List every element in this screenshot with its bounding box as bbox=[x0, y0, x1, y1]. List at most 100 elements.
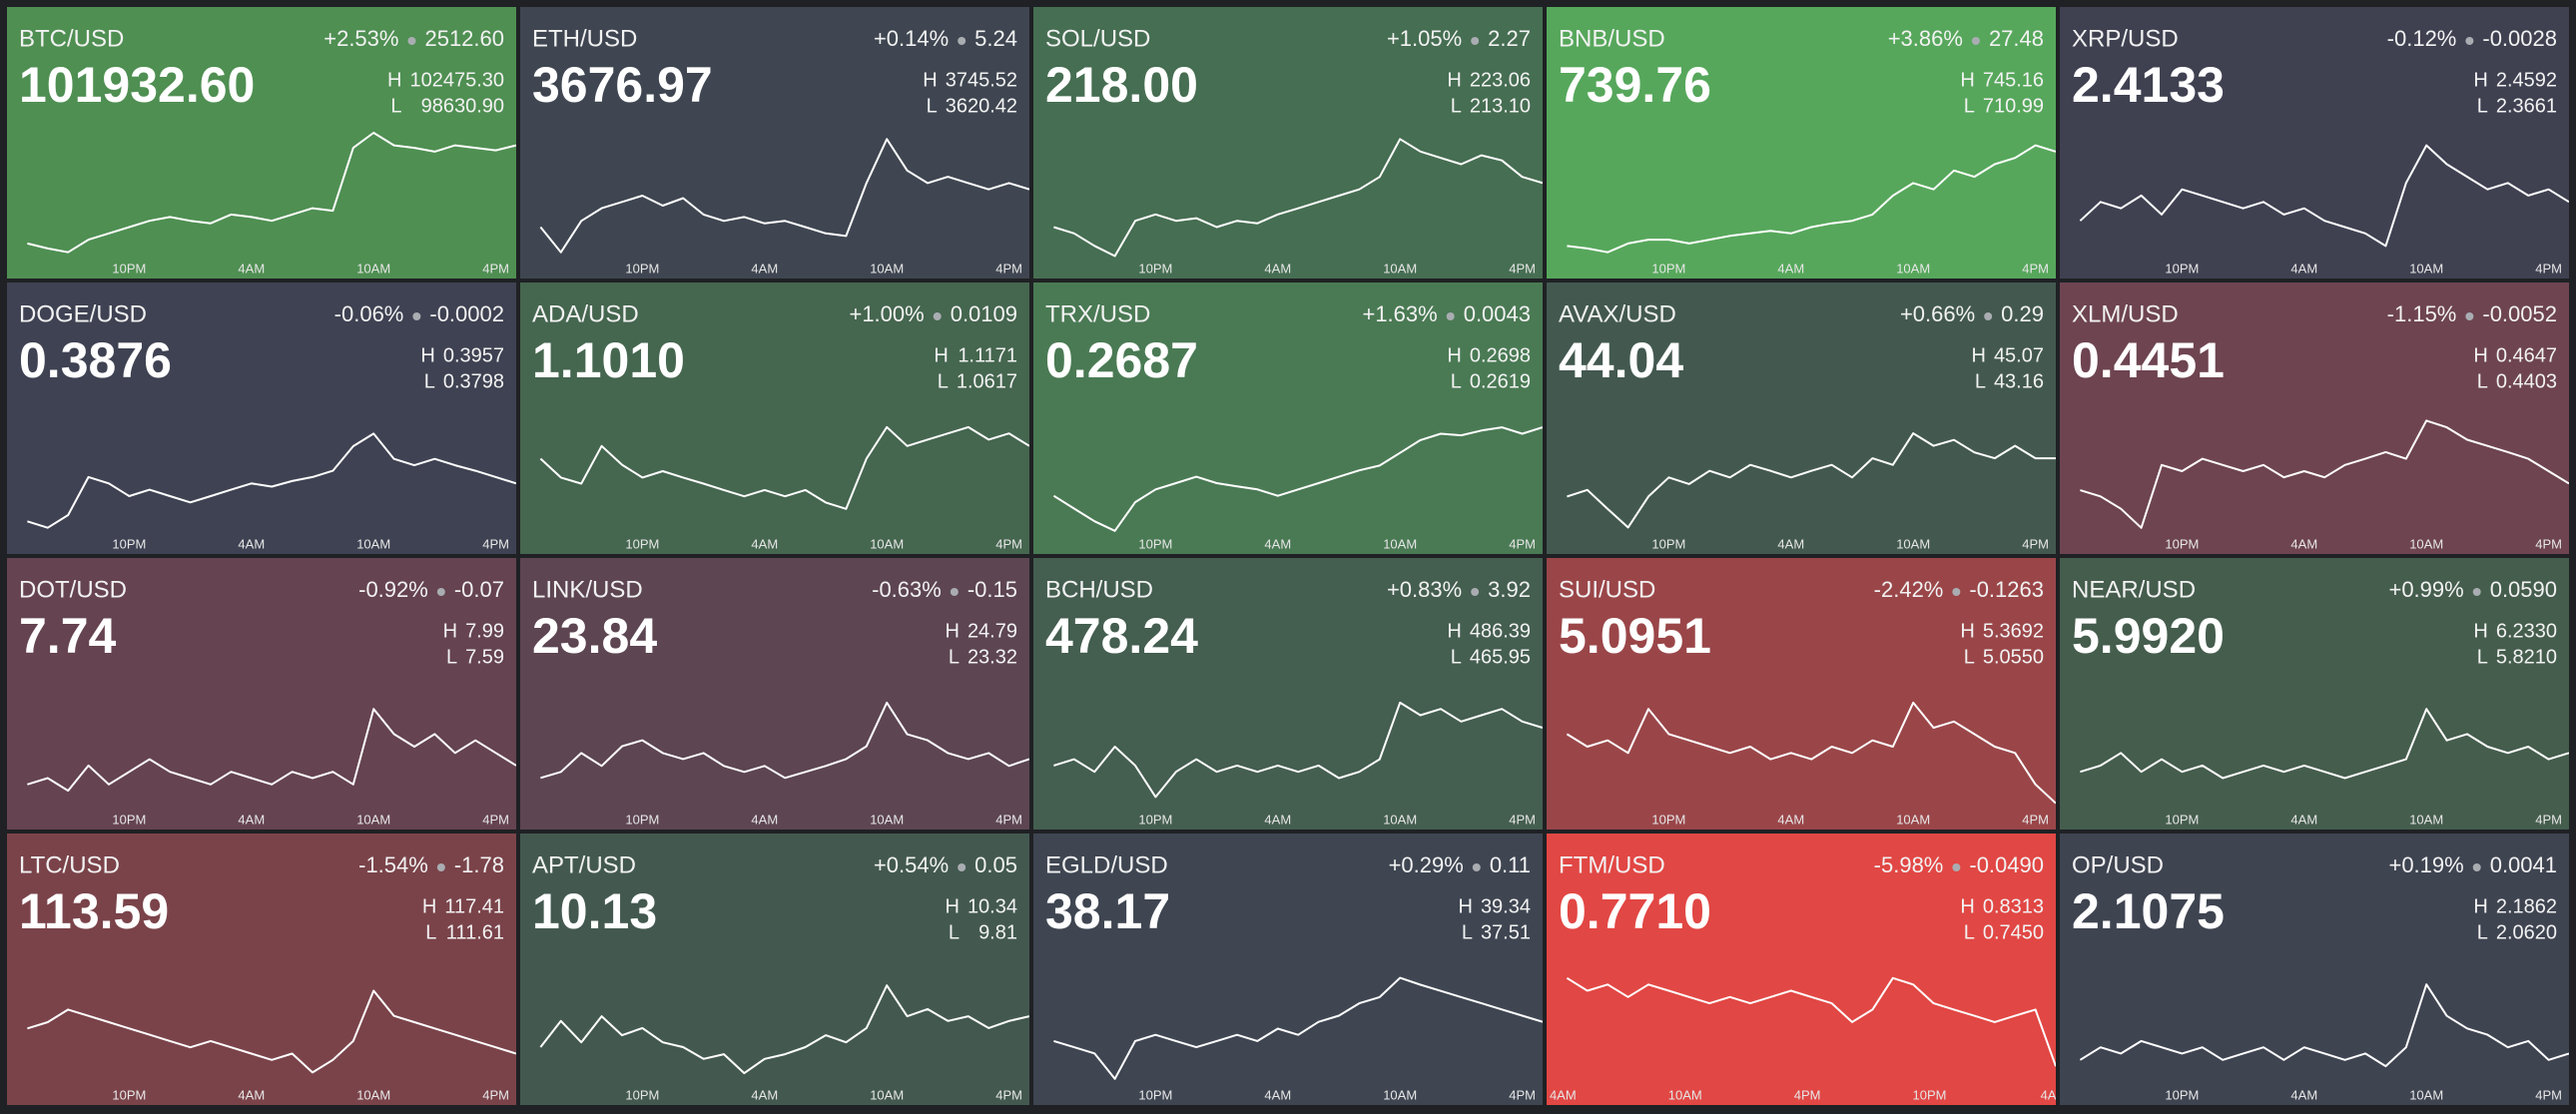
high-label: H bbox=[387, 69, 401, 91]
low-label: L bbox=[1964, 95, 1975, 117]
high-value: 0.8313 bbox=[1983, 895, 2044, 917]
x-tick-label: 10AM bbox=[1896, 812, 1930, 827]
price: 0.4451 bbox=[2072, 332, 2225, 388]
separator-dot bbox=[1471, 37, 1480, 45]
low-label: L bbox=[1964, 921, 1975, 943]
change-value: 2512.60 bbox=[424, 26, 504, 51]
low-value: 43.16 bbox=[1994, 370, 2044, 392]
ticker-tile[interactable]: OP/USD 0.0041 +0.19% 2.1075 2.1862 2.0620 HL 10… bbox=[2060, 834, 2569, 1105]
x-tick-label: 4PM bbox=[995, 536, 1022, 551]
high-value: 3745.52 bbox=[946, 69, 1017, 91]
change-percent: -1.15% bbox=[2387, 301, 2457, 326]
separator-dot bbox=[2472, 863, 2481, 871]
x-tick-label: 4PM bbox=[995, 1087, 1022, 1102]
price: 2.1075 bbox=[2072, 883, 2225, 939]
separator-dot bbox=[407, 37, 416, 45]
change-percent: -1.54% bbox=[358, 852, 428, 877]
change-value: -0.07 bbox=[454, 577, 504, 602]
price: 5.9920 bbox=[2072, 608, 2225, 664]
high-value: 102475.30 bbox=[409, 69, 504, 91]
low-value: 5.0550 bbox=[1983, 646, 2044, 668]
low-value: 3620.42 bbox=[946, 95, 1017, 117]
ticker-tile[interactable]: BTC/USD 2512.60 +2.53% 101932.60 102475.30 98… bbox=[7, 7, 516, 278]
ticker-tile[interactable]: EGLD/USD 0.11 +0.29% 38.17 39.34 37.51 HL 10PM 4… bbox=[1033, 834, 1543, 1105]
x-tick-label: 10AM bbox=[1896, 536, 1930, 551]
x-tick-label: 10PM bbox=[625, 812, 659, 827]
high-value: 117.41 bbox=[444, 895, 504, 917]
tile-background bbox=[7, 7, 516, 278]
change-percent: -5.98% bbox=[1874, 852, 1944, 877]
x-tick-label: 10AM bbox=[870, 536, 904, 551]
ticker-tile[interactable]: ETH/USD 5.24 +0.14% 3676.97 3745.52 3620.42 HL… bbox=[520, 7, 1029, 278]
ticker-tile[interactable]: DOGE/USD -0.0002 -0.06% 0.3876 0.3957 0.3798 H… bbox=[7, 282, 516, 554]
x-tick-label: 4AM bbox=[751, 812, 778, 827]
high-value: 0.4647 bbox=[2496, 344, 2557, 366]
high-value: 0.3957 bbox=[443, 344, 504, 366]
ticker-tile[interactable]: AVAX/USD 0.29 +0.66% 44.04 45.07 43.16 HL 10PM 4… bbox=[1547, 282, 2056, 554]
low-label: L bbox=[949, 646, 960, 668]
ticker-tile[interactable]: DOT/USD -0.07 -0.92% 7.74 7.99 7.59 HL 10PM 4AM 1… bbox=[7, 558, 516, 830]
ticker-tile[interactable]: BCH/USD 3.92 +0.83% 478.24 486.39 465.95 HL 10P… bbox=[1033, 558, 1543, 830]
x-tick-label: 10PM bbox=[1138, 812, 1172, 827]
x-tick-label: 4PM bbox=[2022, 812, 2049, 827]
ticker-tile[interactable]: XLM/USD -0.0052 -1.15% 0.4451 0.4647 0.4403 HL… bbox=[2060, 282, 2569, 554]
separator-dot bbox=[933, 312, 942, 320]
sparkline bbox=[2079, 983, 2569, 1068]
ticker-tile[interactable]: XRP/USD -0.0028 -0.12% 2.4133 2.4592 2.3661 HL… bbox=[2060, 7, 2569, 278]
ticker-tile[interactable]: BNB/USD 27.48 +3.86% 739.76 745.16 710.99 HL 10… bbox=[1547, 7, 2056, 278]
x-tick-label: 4PM bbox=[1509, 536, 1536, 551]
ticker-tile[interactable]: LINK/USD -0.15 -0.63% 23.84 24.79 23.32 HL 10PM… bbox=[520, 558, 1029, 830]
low-label: L bbox=[424, 370, 435, 392]
x-tick-label: 10AM bbox=[2409, 536, 2443, 551]
low-value: 0.2619 bbox=[1470, 370, 1531, 392]
price: 10.13 bbox=[532, 883, 657, 939]
low-value: 5.8210 bbox=[2496, 646, 2557, 668]
ticker-tile[interactable]: SUI/USD -0.1263 -2.42% 5.0951 5.3692 5.0550 HL… bbox=[1547, 558, 2056, 830]
price: 739.76 bbox=[1559, 57, 1711, 113]
x-tick-label: 4AM bbox=[751, 1087, 778, 1102]
low-label: L bbox=[1451, 646, 1462, 668]
low-label: L bbox=[2477, 921, 2488, 943]
low-label: L bbox=[1451, 370, 1462, 392]
tile-background bbox=[520, 7, 1029, 278]
x-tick-label: 10AM bbox=[356, 812, 390, 827]
ticker-tile[interactable]: LTC/USD -1.78 -1.54% 113.59 117.41 111.61 HL 10… bbox=[7, 834, 516, 1105]
tile-background bbox=[7, 834, 516, 1105]
symbol: TRX/USD bbox=[1045, 300, 1150, 327]
x-tick-label: 10PM bbox=[1138, 261, 1172, 276]
price: 1.1010 bbox=[532, 332, 685, 388]
x-tick-label: 4AM bbox=[1550, 1087, 1577, 1102]
ticker-tile[interactable]: APT/USD 0.05 +0.54% 10.13 10.34 9.81 HL 10PM 4AM… bbox=[520, 834, 1029, 1105]
price: 0.3876 bbox=[19, 332, 172, 388]
x-tick-label: 4PM bbox=[2022, 536, 2049, 551]
high-value: 1.1171 bbox=[958, 344, 1017, 366]
separator-dot bbox=[412, 312, 421, 320]
ticker-tile[interactable]: FTM/USD -0.0490 -5.98% 0.7710 0.8313 0.7450 HL… bbox=[1547, 834, 2067, 1105]
change-percent: -0.92% bbox=[358, 577, 428, 602]
ticker-tile[interactable]: TRX/USD 0.0043 +1.63% 0.2687 0.2698 0.2619 HL 1… bbox=[1033, 282, 1543, 554]
change-value: -0.1263 bbox=[1969, 577, 2044, 602]
x-tick-label: 10PM bbox=[112, 1087, 146, 1102]
high-value: 7.99 bbox=[465, 620, 504, 642]
symbol: BCH/USD bbox=[1045, 576, 1153, 603]
symbol: BTC/USD bbox=[19, 25, 124, 52]
separator-dot bbox=[1446, 312, 1455, 320]
change-percent: +3.86% bbox=[1888, 26, 1963, 51]
low-value: 710.99 bbox=[1983, 95, 2044, 117]
change-value: -0.0490 bbox=[1969, 852, 2044, 877]
x-tick-label: 4PM bbox=[2535, 1087, 2562, 1102]
symbol: AVAX/USD bbox=[1559, 300, 1676, 327]
x-tick-label: 4PM bbox=[1794, 1087, 1821, 1102]
low-label: L bbox=[390, 95, 401, 117]
low-label: L bbox=[2477, 370, 2488, 392]
ticker-tile[interactable]: NEAR/USD 0.0590 +0.99% 5.9920 6.2330 5.8210 HL… bbox=[2060, 558, 2569, 830]
low-value: 9.81 bbox=[978, 921, 1017, 943]
low-label: L bbox=[425, 921, 436, 943]
ticker-tile[interactable]: ADA/USD 0.0109 +1.00% 1.1010 1.1171 1.0617 HL 1… bbox=[520, 282, 1029, 554]
symbol: NEAR/USD bbox=[2072, 576, 2196, 603]
high-label: H bbox=[1960, 895, 1974, 917]
ticker-tile[interactable]: SOL/USD 2.27 +1.05% 218.00 223.06 213.10 HL 10P… bbox=[1033, 7, 1543, 278]
separator-dot bbox=[1952, 588, 1961, 596]
x-tick-label: 4PM bbox=[2535, 261, 2562, 276]
change-percent: +0.29% bbox=[1389, 852, 1464, 877]
